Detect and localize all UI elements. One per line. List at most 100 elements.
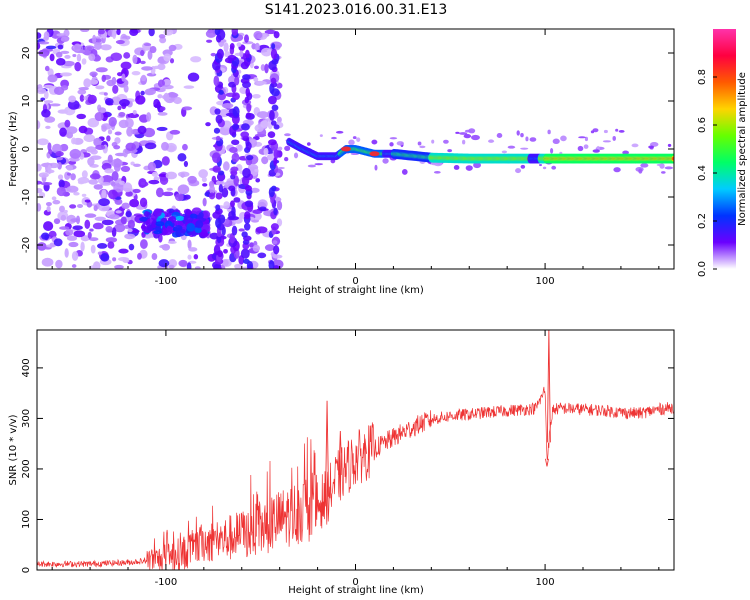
noise-speckle: [239, 50, 244, 58]
noise-speckle: [90, 244, 96, 254]
noise-speckle: [590, 130, 595, 134]
noise-speckle: [38, 41, 50, 45]
noise-speckle: [46, 205, 51, 212]
noise-speckle: [151, 252, 158, 260]
noise-speckle: [113, 145, 121, 150]
noise-speckle: [86, 200, 93, 208]
noise-speckle: [293, 152, 299, 159]
noise-speckle: [100, 253, 110, 262]
vertical-streak: [215, 192, 223, 200]
noise-speckle: [71, 251, 79, 261]
noise-speckle: [69, 148, 82, 159]
noise-speckle: [149, 46, 157, 54]
noise-speckle: [183, 194, 191, 200]
vertical-streak: [245, 49, 250, 59]
vertical-streak: [268, 95, 277, 105]
noise-speckle: [76, 113, 87, 120]
noise-speckle: [87, 94, 97, 105]
low-band-blob: [180, 229, 186, 234]
snr-spike: [338, 431, 343, 476]
noise-speckle: [613, 167, 621, 173]
low-band-blob: [155, 221, 165, 227]
noise-speckle: [515, 168, 522, 174]
noise-speckle: [67, 99, 80, 110]
vertical-streak: [243, 222, 251, 231]
snr-ytick-label: 0: [21, 567, 32, 573]
noise-speckle: [140, 74, 147, 82]
noise-speckle: [183, 160, 189, 168]
noise-speckle: [264, 63, 269, 74]
snr-ytick-label: 200: [21, 459, 32, 478]
spectrogram-ytick-label: -20: [21, 237, 32, 253]
ridge-peak: [369, 151, 380, 157]
spectrogram-ytick-label: 20: [21, 47, 32, 60]
noise-speckle: [155, 187, 164, 198]
noise-speckle: [57, 44, 64, 50]
noise-speckle: [125, 211, 132, 218]
noise-speckle: [550, 148, 554, 154]
noise-speckle: [45, 125, 51, 130]
noise-speckle: [447, 149, 453, 153]
noise-speckle: [110, 52, 123, 62]
noise-speckle: [66, 235, 78, 241]
noise-speckle: [107, 241, 115, 249]
noise-speckle: [63, 29, 70, 37]
noise-speckle: [188, 247, 198, 252]
noise-speckle: [84, 219, 91, 230]
noise-speckle: [187, 175, 197, 184]
noise-speckle: [463, 133, 472, 139]
noise-speckle: [667, 143, 672, 148]
noise-speckle: [187, 239, 192, 250]
noise-speckle: [66, 165, 74, 171]
noise-speckle: [496, 132, 503, 139]
noise-speckle: [84, 199, 91, 203]
noise-speckle: [107, 154, 113, 163]
vertical-streak: [230, 200, 235, 208]
noise-speckle: [104, 168, 114, 174]
noise-speckle: [234, 263, 243, 269]
vertical-streak: [270, 120, 277, 126]
noise-speckle: [238, 228, 245, 232]
noise-speckle: [125, 142, 137, 152]
noise-speckle: [87, 157, 95, 166]
snr-xtick-label: 0: [352, 577, 358, 588]
vertical-streak: [214, 29, 221, 36]
noise-speckle: [193, 254, 199, 260]
noise-speckle: [101, 125, 107, 132]
noise-speckle: [138, 181, 149, 187]
noise-speckle: [225, 112, 235, 117]
noise-speckle: [167, 92, 179, 98]
noise-speckle: [55, 151, 64, 157]
spectrogram-ytick-label: 0: [21, 146, 32, 152]
low-band-blob: [183, 215, 193, 223]
noise-speckle: [89, 173, 101, 180]
noise-speckle: [122, 182, 133, 193]
vertical-streak: [243, 258, 250, 264]
noise-speckle: [656, 163, 665, 167]
noise-speckle: [465, 165, 473, 171]
noise-speckle: [73, 191, 80, 196]
noise-speckle: [389, 142, 394, 147]
vertical-streak: [245, 87, 251, 98]
noise-speckle: [417, 141, 422, 146]
snr-series-line: [37, 386, 674, 570]
snr-ytick-label: 300: [21, 409, 32, 428]
low-band-blob: [195, 220, 204, 229]
noise-speckle: [90, 149, 98, 155]
snr-spike: [325, 400, 330, 497]
vertical-streak: [273, 156, 278, 167]
noise-speckle: [183, 85, 195, 89]
snr-ytick-label: 100: [21, 510, 32, 529]
vertical-streak: [244, 200, 254, 208]
vertical-streak: [231, 206, 236, 217]
noise-speckle: [76, 203, 84, 208]
noise-speckle: [89, 71, 98, 77]
spectrogram-xtick-label: 100: [536, 276, 555, 287]
noise-speckle: [84, 45, 95, 51]
noise-speckle: [73, 230, 86, 238]
noise-speckle: [520, 164, 526, 169]
snr-marks: [37, 330, 674, 570]
low-band-blob: [186, 222, 196, 232]
noise-speckle: [648, 145, 655, 149]
